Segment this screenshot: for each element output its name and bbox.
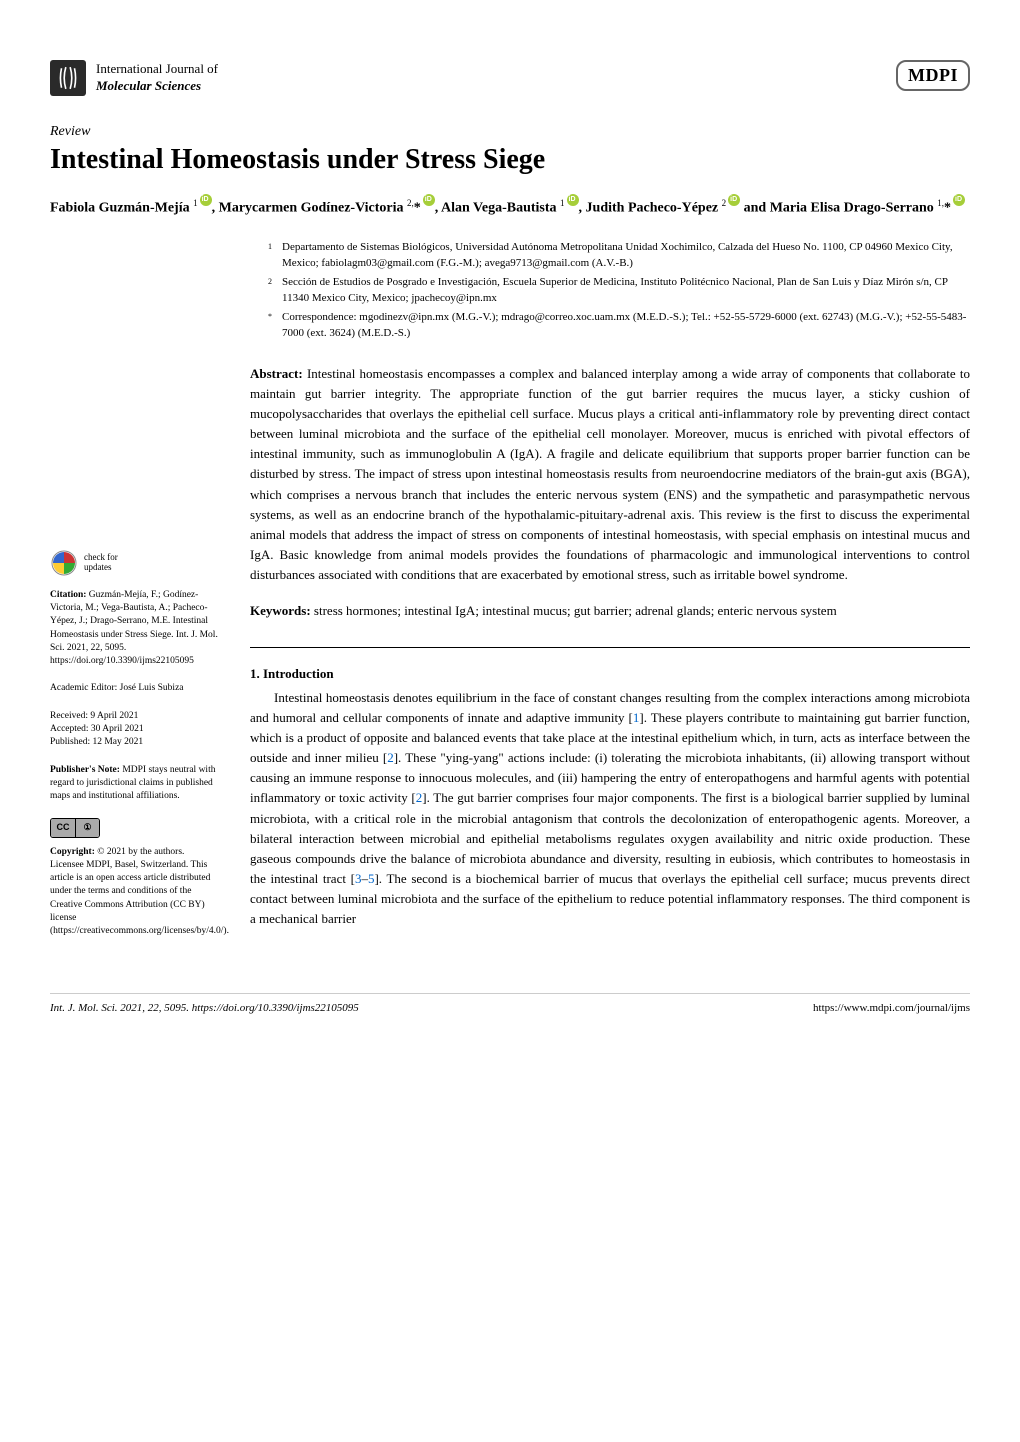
journal-name-line2: Molecular Sciences xyxy=(96,78,218,95)
publishers-note-block: Publisher's Note: MDPI stays neutral wit… xyxy=(50,764,220,804)
citation-text: Guzmán-Mejía, F.; Godínez-Victoria, M.; … xyxy=(50,590,218,666)
citation-ref[interactable]: 1 xyxy=(633,710,640,725)
orcid-icon xyxy=(200,194,212,206)
date-published: Published: 12 May 2021 xyxy=(50,736,220,749)
citation-ref[interactable]: 3 xyxy=(355,871,362,886)
abstract-text: Intestinal homeostasis encompasses a com… xyxy=(250,366,970,582)
citation-ref[interactable]: 2 xyxy=(416,790,423,805)
date-accepted: Accepted: 30 April 2021 xyxy=(50,723,220,736)
check-updates-badge[interactable]: check forupdates xyxy=(50,549,220,577)
cc-icon: CC xyxy=(51,819,75,837)
date-received: Received: 9 April 2021 xyxy=(50,710,220,723)
footer: Int. J. Mol. Sci. 2021, 22, 5095. https:… xyxy=(50,993,970,1014)
editor-name: José Luis Subiza xyxy=(120,683,184,693)
cc-license-icon: CC ① xyxy=(50,818,100,838)
editor-label: Academic Editor: xyxy=(50,683,117,693)
journal-name: International Journal of Molecular Scien… xyxy=(96,61,218,95)
header: International Journal of Molecular Scien… xyxy=(50,60,970,96)
citation-ref[interactable]: 5 xyxy=(368,871,375,886)
affiliation-text: Sección de Estudios de Posgrado e Invest… xyxy=(282,274,970,307)
keywords: Keywords: stress hormones; intestinal Ig… xyxy=(250,601,970,621)
copyright-block: Copyright: © 2021 by the authors. Licens… xyxy=(50,846,220,939)
check-updates-text: check forupdates xyxy=(84,553,118,573)
affiliation-text: Correspondence: mgodinezv@ipn.mx (M.G.-V… xyxy=(282,309,970,342)
affiliation-marker: 2 xyxy=(268,274,282,307)
citation-ref[interactable]: 2 xyxy=(387,750,394,765)
citation-label: Citation: xyxy=(50,590,86,600)
copyright-label: Copyright: xyxy=(50,847,95,857)
article-type: Review xyxy=(50,124,970,140)
affiliation-row: 1Departamento de Sistemas Biológicos, Un… xyxy=(268,239,970,272)
section-body: Intestinal homeostasis denotes equilibri… xyxy=(250,688,970,930)
abstract-label: Abstract: xyxy=(250,366,303,381)
editor-block: Academic Editor: José Luis Subiza xyxy=(50,682,220,695)
journal-logo: International Journal of Molecular Scien… xyxy=(50,60,218,96)
affiliations: 1Departamento de Sistemas Biológicos, Un… xyxy=(250,239,970,342)
section-heading: 1. Introduction xyxy=(250,666,970,682)
by-icon: ① xyxy=(75,819,99,837)
orcid-icon xyxy=(423,194,435,206)
check-updates-icon xyxy=(50,549,78,577)
affiliation-row: 2Sección de Estudios de Posgrado e Inves… xyxy=(268,274,970,307)
sidebar: check forupdates Citation: Guzmán-Mejía,… xyxy=(50,239,220,953)
publisher-logo: MDPI xyxy=(896,60,970,91)
journal-logo-icon xyxy=(50,60,86,96)
dates-block: Received: 9 April 2021 Accepted: 30 Apri… xyxy=(50,710,220,750)
section-divider xyxy=(250,647,970,648)
citation-block: Citation: Guzmán-Mejía, F.; Godínez-Vict… xyxy=(50,589,220,669)
copyright-text: © 2021 by the authors. Licensee MDPI, Ba… xyxy=(50,847,229,937)
orcid-icon xyxy=(953,194,965,206)
footer-url: https://www.mdpi.com/journal/ijms xyxy=(813,1002,970,1014)
main-column: 1Departamento de Sistemas Biológicos, Un… xyxy=(250,239,970,930)
affiliation-marker: 1 xyxy=(268,239,282,272)
abstract: Abstract: Intestinal homeostasis encompa… xyxy=(250,364,970,586)
keywords-label: Keywords: xyxy=(250,603,311,618)
affiliation-row: *Correspondence: mgodinezv@ipn.mx (M.G.-… xyxy=(268,309,970,342)
affiliation-text: Departamento de Sistemas Biológicos, Uni… xyxy=(282,239,970,272)
orcid-icon xyxy=(567,194,579,206)
keywords-text: stress hormones; intestinal IgA; intesti… xyxy=(314,603,837,618)
authors: Fabiola Guzmán-Mejía 1, Marycarmen Godín… xyxy=(50,194,970,219)
affiliation-marker: * xyxy=(268,309,282,342)
publishers-note-label: Publisher's Note: xyxy=(50,765,120,775)
journal-name-line1: International Journal of xyxy=(96,61,218,78)
article-title: Intestinal Homeostasis under Stress Sieg… xyxy=(50,144,970,176)
footer-citation: Int. J. Mol. Sci. 2021, 22, 5095. https:… xyxy=(50,1002,359,1014)
orcid-icon xyxy=(728,194,740,206)
